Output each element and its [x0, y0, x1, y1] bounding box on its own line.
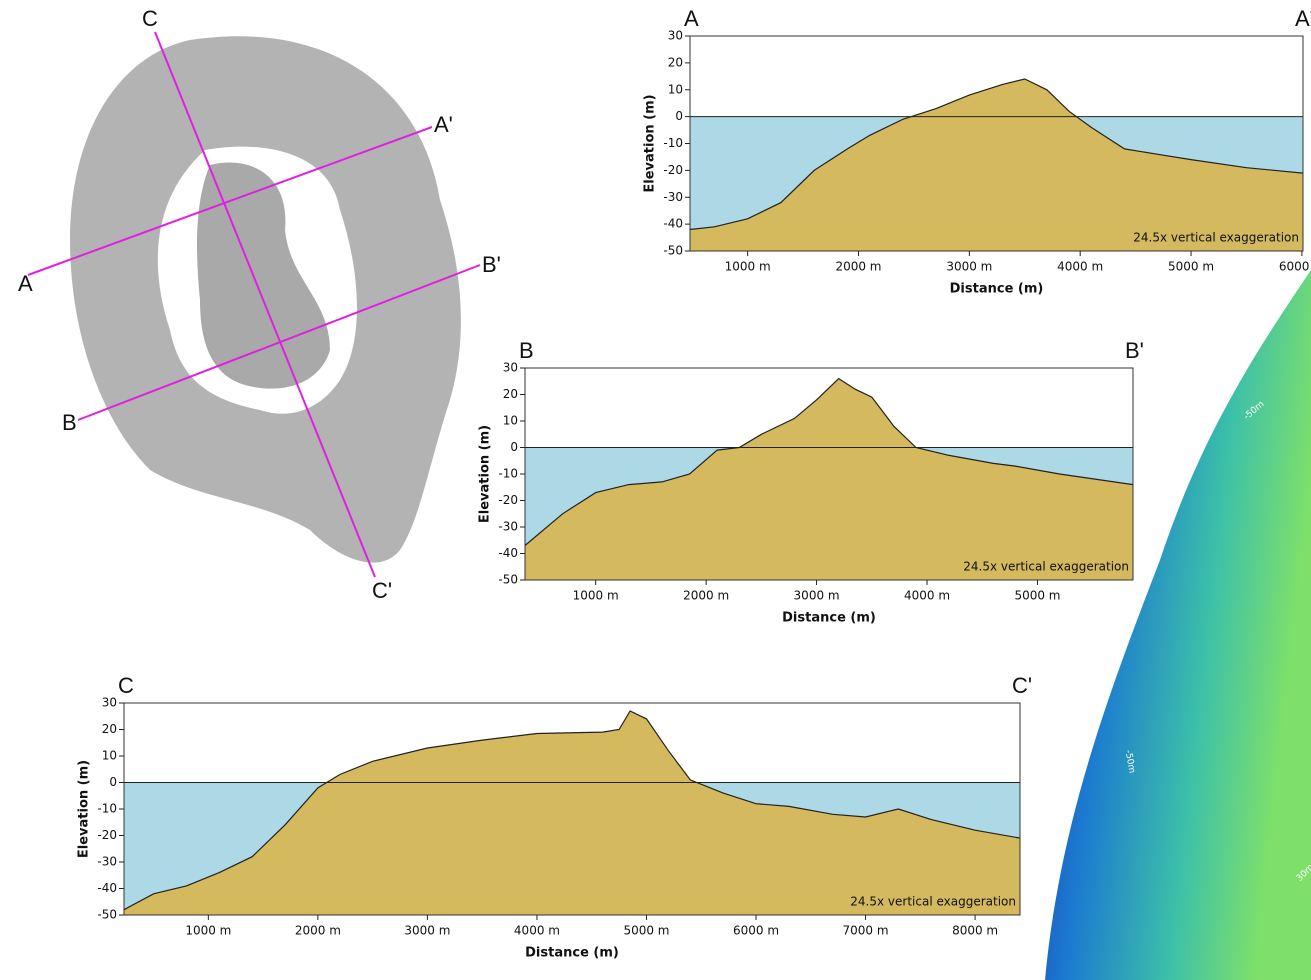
profile-chart: -50 -40 -30 -20 -10 0 10 20 30 1000 m 2000 m 3000 m… — [478, 338, 1144, 626]
y-tick-label: 10 — [102, 749, 117, 763]
x-tick-label: 1000 m — [725, 260, 771, 274]
y-tick-label: -10 — [498, 467, 518, 481]
y-tick-label: -10 — [663, 136, 683, 150]
x-tick-label: 2000 m — [683, 589, 729, 603]
y-tick-label: 30 — [503, 361, 518, 375]
y-tick-label: 0 — [675, 109, 683, 123]
map-label: A' — [434, 112, 453, 137]
y-tick-label: -20 — [97, 828, 117, 842]
x-tick-label: 6000 m — [1279, 260, 1311, 274]
y-tick-label: -40 — [97, 881, 117, 895]
profile-end-label: B' — [1125, 338, 1144, 363]
x-tick-label: 1000 m — [573, 589, 619, 603]
x-tick-label: 8000 m — [952, 924, 998, 938]
profile-start-label: C — [118, 673, 134, 698]
y-tick-label: -30 — [97, 855, 117, 869]
y-tick-label: -40 — [663, 217, 683, 231]
y-axis-label: Elevation (m) — [77, 760, 92, 858]
y-tick-label: -10 — [97, 802, 117, 816]
x-tick-label: 4000 m — [514, 924, 560, 938]
x-tick-label: 7000 m — [843, 924, 889, 938]
x-axis-label: Distance (m) — [782, 611, 876, 626]
profile-chart: -50 -40 -30 -20 -10 0 10 20 30 1000 m 2000 m 3000 m… — [643, 6, 1311, 297]
y-tick-label: 0 — [510, 440, 518, 454]
map-label: B' — [482, 252, 501, 277]
x-tick-label: 3000 m — [794, 589, 840, 603]
map-label: C' — [372, 578, 392, 603]
x-tick-label: 2000 m — [835, 260, 881, 274]
x-tick-label: 5000 m — [1168, 260, 1214, 274]
y-tick-label: 30 — [668, 29, 683, 43]
x-tick-label: 4000 m — [1057, 260, 1103, 274]
y-tick-label: -50 — [97, 908, 117, 922]
x-tick-label: 5000 m — [1014, 589, 1060, 603]
profile-start-label: A — [684, 6, 699, 31]
y-tick-label: -20 — [498, 493, 518, 507]
x-tick-label: 1000 m — [185, 924, 231, 938]
map-label: B — [62, 410, 77, 435]
x-tick-label: 3000 m — [404, 924, 450, 938]
y-tick-label: -30 — [498, 520, 518, 534]
y-tick-label: 20 — [668, 55, 683, 69]
x-tick-label: 4000 m — [904, 589, 950, 603]
y-tick-label: -40 — [498, 546, 518, 560]
x-tick-label: 2000 m — [295, 924, 341, 938]
profile-end-label: A' — [1295, 6, 1311, 31]
x-axis-label: Distance (m) — [950, 282, 1044, 297]
annotation: 24.5x vertical exaggeration — [1133, 231, 1299, 245]
y-axis-label: Elevation (m) — [478, 425, 493, 523]
profile-end-label: C' — [1012, 673, 1032, 698]
x-tick-label: 6000 m — [733, 924, 779, 938]
y-tick-label: -30 — [663, 190, 683, 204]
y-tick-label: 30 — [102, 696, 117, 710]
y-tick-label: -50 — [663, 244, 683, 258]
y-tick-label: 20 — [102, 722, 117, 736]
map-label: C — [142, 6, 158, 31]
y-tick-label: 10 — [668, 82, 683, 96]
y-axis-label: Elevation (m) — [643, 94, 658, 192]
island-map: A A' B B' C C' — [18, 6, 501, 603]
x-tick-label: 3000 m — [946, 260, 992, 274]
map-label: A — [18, 271, 33, 296]
x-axis-label: Distance (m) — [525, 946, 619, 961]
y-tick-label: 20 — [503, 387, 518, 401]
y-tick-label: 0 — [109, 775, 117, 789]
y-tick-label: -50 — [498, 573, 518, 587]
annotation: 24.5x vertical exaggeration — [963, 560, 1129, 574]
profile-start-label: B — [519, 338, 534, 363]
figure: -50m -50m 30m A A' B B' C C' -50-40-30-2… — [0, 0, 1311, 980]
profile-chart: -50 -40 -30 -20 -10 0 10 20 30 1000 m 2000 m 3000 m… — [77, 673, 1033, 961]
y-tick-label: 10 — [503, 414, 518, 428]
annotation: 24.5x vertical exaggeration — [850, 895, 1016, 909]
y-tick-label: -20 — [663, 163, 683, 177]
x-tick-label: 5000 m — [623, 924, 669, 938]
